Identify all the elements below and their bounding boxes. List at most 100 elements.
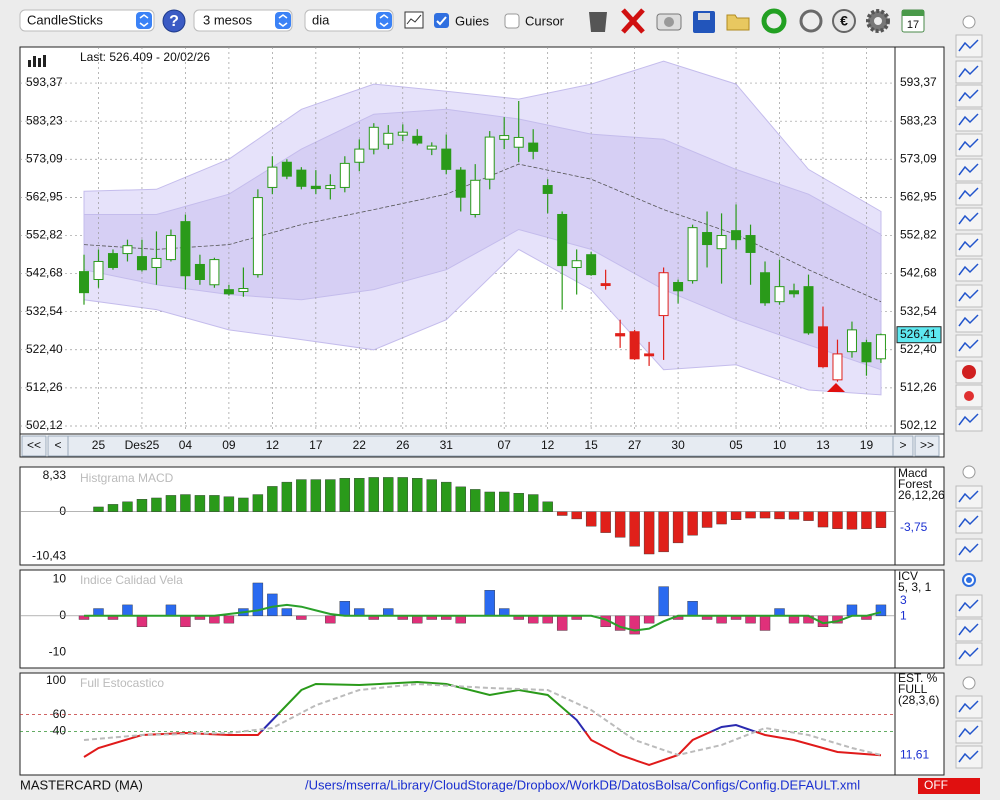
stoch-line (83, 682, 882, 757)
candle-body (629, 331, 640, 360)
bar (875, 511, 887, 528)
y-tick-label: 522,40 (900, 342, 937, 356)
x-tick-label: 12 (541, 438, 555, 452)
candle-body (267, 166, 278, 188)
euro-glyph: € (840, 13, 848, 29)
middle-band (83, 163, 882, 303)
help-button[interactable] (162, 9, 186, 33)
icv-params: 5, 3, 1 (898, 580, 932, 594)
y-tick-label: 532,54 (26, 304, 63, 318)
y-tick-label: 532,54 (900, 304, 937, 318)
clear-button[interactable] (621, 8, 645, 34)
tool-glyph (958, 599, 979, 612)
calendar-header (902, 10, 924, 16)
y-tick-label: 8,33 (43, 468, 67, 482)
macd-indicator: Forest (898, 477, 933, 491)
indicator-radio[interactable] (962, 465, 976, 479)
candle-body (513, 136, 524, 148)
chart-icon[interactable] (404, 11, 424, 29)
nav-first[interactable] (21, 435, 47, 457)
config-path[interactable]: /Users/mserra/Library/CloudStorage/Dropb… (305, 777, 860, 792)
value-label: -3,75 (900, 520, 928, 534)
y-tick-label: 100 (46, 673, 66, 687)
candle-body (615, 333, 626, 337)
open-button[interactable] (726, 14, 750, 31)
bar (629, 511, 640, 547)
bar (614, 511, 626, 538)
candle-body (238, 288, 249, 293)
bar (252, 494, 264, 512)
candle-body (412, 135, 423, 144)
tool-glyph (958, 113, 979, 126)
x-tick-label: 19 (860, 438, 874, 452)
tool-glyph (958, 515, 979, 528)
status-badge[interactable] (918, 778, 980, 794)
value-label: 1 (900, 608, 907, 622)
y-tick-label: 562,95 (900, 190, 937, 204)
y-tick-label: 552,82 (900, 228, 937, 242)
cursor-checkbox[interactable] (504, 13, 520, 29)
guides-label: Guies (455, 13, 489, 28)
bar (165, 604, 177, 617)
y-tick-label: 542,68 (900, 266, 937, 280)
tool-glyph (964, 391, 974, 401)
x-tick-label: 25 (92, 438, 106, 452)
bar (716, 511, 727, 525)
delete-button[interactable] (589, 12, 607, 32)
volume-icon[interactable] (28, 55, 46, 67)
bar (426, 479, 437, 512)
bar (759, 615, 771, 631)
bar (527, 494, 539, 512)
y-tick-label: 0 (59, 504, 66, 518)
select-arrow-glyph (278, 14, 288, 27)
tool-glyph (958, 750, 979, 763)
y-tick-label: 0 (59, 608, 66, 622)
currency-button[interactable] (832, 9, 856, 33)
nav-next[interactable] (892, 435, 914, 457)
tool-glyph (958, 314, 979, 327)
bar (745, 511, 756, 519)
stoch-title: Full Estocastico (80, 676, 164, 690)
bar (542, 615, 553, 624)
candle-body (209, 259, 220, 286)
bar (571, 511, 582, 520)
bar (614, 615, 626, 631)
bar (354, 478, 365, 512)
nav-last[interactable] (914, 435, 940, 457)
bar (687, 601, 698, 617)
y-tick-label: 542,68 (26, 266, 63, 280)
candle-body (673, 282, 684, 292)
bar (774, 608, 785, 617)
y-tick-label: -10 (49, 645, 67, 659)
candle-body (136, 256, 147, 271)
nav-prev-label: < (54, 438, 61, 452)
x-tick-label: 13 (816, 438, 830, 452)
last-info: Last: 526.409 - 20/02/26 (80, 50, 210, 64)
nav-prev[interactable] (47, 435, 69, 457)
bar (527, 615, 539, 624)
x-tick-label: 17 (309, 438, 323, 452)
chart-type-select[interactable] (19, 9, 155, 32)
indicator-radio[interactable] (962, 676, 976, 690)
y-tick-label: 573,09 (26, 151, 63, 165)
candle-body (817, 326, 828, 368)
recycle-button[interactable] (799, 9, 823, 33)
indicator-radio[interactable] (962, 15, 976, 29)
candle-body (586, 254, 597, 276)
cursor-label: Cursor (525, 13, 565, 28)
y-tick-label: 552,82 (26, 228, 63, 242)
candle-body (731, 230, 742, 241)
select-arrow (136, 12, 152, 29)
x-tick-label: 30 (671, 438, 685, 452)
y-tick-label: 583,23 (900, 113, 937, 127)
tool-glyph (958, 65, 979, 78)
interval-select[interactable] (304, 9, 394, 32)
tool-glyph (958, 89, 979, 102)
y-tick-label: -10,43 (32, 548, 66, 562)
date-axis (47, 435, 894, 457)
period-select[interactable] (193, 9, 293, 32)
x-tick-label: 04 (179, 438, 193, 452)
x-tick-label: 15 (584, 438, 598, 452)
guides-checkbox[interactable] (434, 13, 449, 28)
refresh-button[interactable] (761, 8, 787, 34)
